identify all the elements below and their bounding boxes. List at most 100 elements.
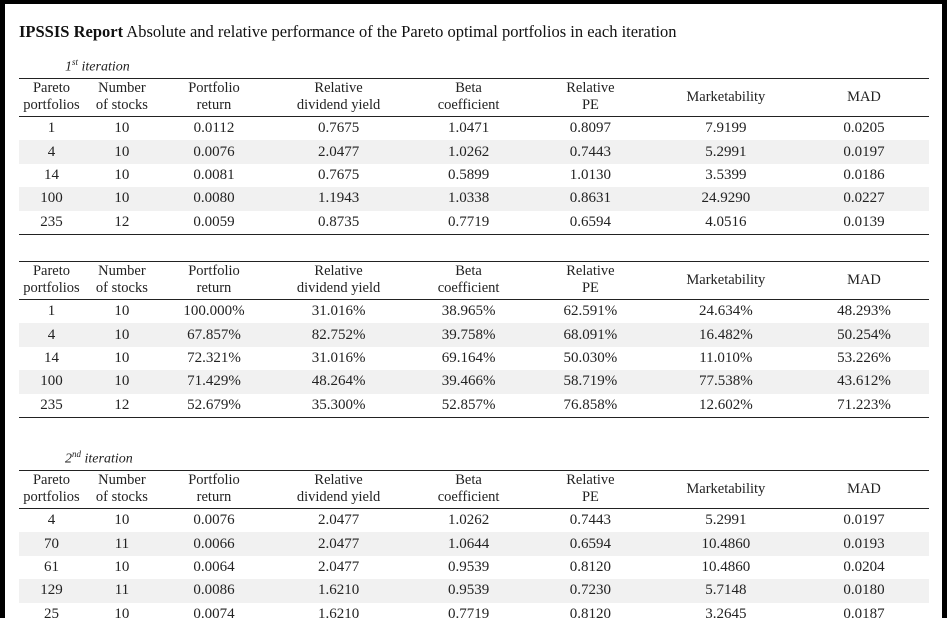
table-cell: 82.752% [268, 323, 409, 347]
column-header: MAD [847, 271, 881, 288]
report-page: IPSSIS Report Absolute and relative perf… [5, 4, 942, 618]
column-header: Relative dividend yield [296, 263, 381, 296]
table-cell: 0.0076 [159, 140, 269, 164]
table-cell: 0.9539 [447, 558, 490, 575]
iteration-2-table: Pareto portfolios Number of stocks Portfolio… [19, 470, 929, 618]
table-cell: 10 [84, 323, 160, 347]
column-header: Pareto portfolios [23, 472, 80, 505]
table-row: 4 10 67.857% 82.752% 39.758% 68.091% 16.482% 50… [19, 323, 929, 347]
table-cell: 0.0064 [193, 558, 235, 575]
table-cell: 4.0516 [705, 213, 747, 230]
column-header: Beta coefficient [437, 80, 500, 113]
table-cell: 2.0477 [268, 140, 409, 164]
column-header: Number of stocks [95, 263, 148, 296]
report-title: IPSSIS Report Absolute and relative perf… [19, 22, 677, 42]
table-cell: 52.679% [187, 396, 241, 413]
table-cell: 12 [114, 213, 130, 230]
table-cell: 10.4860 [701, 558, 751, 575]
table-cell: 31.016% [311, 303, 366, 320]
table-cell: 0.0197 [798, 140, 929, 164]
table-cell: 0.0086 [159, 579, 269, 603]
table-cell: 0.0204 [843, 558, 885, 575]
table-cell: 0.7719 [447, 213, 490, 230]
table-cell: 0.8097 [569, 120, 612, 137]
iteration-2-label: 2nd iteration [65, 449, 133, 467]
table-cell: 69.164% [441, 349, 496, 366]
table-cell: 0.0197 [843, 512, 885, 529]
table-cell: 11 [84, 579, 160, 603]
report-title-bold: IPSSIS Report [19, 22, 124, 41]
table-cell: 100 [19, 187, 84, 211]
table-cell: 0.6594 [569, 213, 612, 230]
column-header: Marketability [686, 271, 766, 288]
table-cell: 43.612% [798, 370, 929, 394]
table-cell: 129 [19, 579, 84, 603]
table-cell: 1 [47, 120, 56, 137]
table-cell: 5.7148 [652, 579, 799, 603]
table-row: 100 10 71.429% 48.264% 39.466% 58.719% 77.538%… [19, 370, 929, 394]
table-cell: 0.8120 [569, 605, 612, 618]
column-header: Marketability [686, 88, 766, 105]
table-cell: 0.0180 [798, 579, 929, 603]
column-header: Relative PE [566, 263, 615, 296]
table-cell: 35.300% [311, 396, 366, 413]
table-cell: 0.0205 [843, 120, 885, 137]
table-cell: 0.0193 [798, 532, 929, 556]
table-row: 14 10 0.0081 0.7675 0.5899 1.0130 3.5399 0.0186 [19, 164, 929, 187]
table-row: 4 10 0.0076 2.0477 1.0262 0.7443 5.2991 0.0197 [19, 140, 929, 164]
table-cell: 0.8735 [317, 213, 360, 230]
table-cell: 0.7230 [528, 579, 653, 603]
table-cell: 10 [84, 140, 160, 164]
table-cell: 3.2645 [705, 605, 747, 618]
table-cell: 1.0262 [408, 140, 529, 164]
table-cell: 100 [19, 370, 84, 394]
table-cell: 16.482% [652, 323, 799, 347]
table-cell: 0.8120 [569, 558, 612, 575]
table-row: 61 10 0.0064 2.0477 0.9539 0.8120 10.4860 0.020… [19, 556, 929, 579]
table-cell: 0.0081 [193, 166, 235, 183]
table-cell: 48.293% [837, 303, 891, 320]
table-cell: 77.538% [652, 370, 799, 394]
table-cell: 53.226% [837, 349, 891, 366]
table-cell: 0.0227 [798, 187, 929, 211]
table-cell: 0.9539 [408, 579, 529, 603]
table-cell: 7.9199 [705, 120, 747, 137]
table-cell: 0.7443 [569, 512, 612, 529]
table-cell: 235 [40, 396, 63, 413]
column-header: Relative dividend yield [296, 472, 381, 505]
table-cell: 38.965% [441, 303, 496, 320]
table-cell: 12 [114, 396, 130, 413]
table-row: 14 10 72.321% 31.016% 69.164% 50.030% 11.010% 5… [19, 347, 929, 370]
iteration-1-label: 1st iteration [65, 57, 130, 75]
table-cell: 14 [44, 349, 59, 366]
table-cell: 50.030% [563, 349, 618, 366]
table-cell: 2.0477 [317, 512, 360, 529]
table-row: 1 10 0.0112 0.7675 1.0471 0.8097 7.9199 0.0205 [19, 117, 929, 141]
table-cell: 10 [114, 558, 130, 575]
header-row: Pareto portfolios Number of stocks Portfolio… [19, 261, 929, 300]
table-cell: 5.2991 [705, 512, 747, 529]
table-cell: 0.5899 [447, 166, 490, 183]
column-header: Pareto portfolios [23, 80, 80, 113]
table-cell: 0.6594 [528, 532, 653, 556]
table-cell: 24.634% [698, 303, 753, 320]
table-cell: 67.857% [159, 323, 269, 347]
table-cell: 0.7675 [317, 120, 360, 137]
table-cell: 39.758% [408, 323, 529, 347]
iteration-1-table: Pareto portfolios Number of stocks Portfolio… [19, 78, 929, 235]
table-cell: 2.0477 [317, 558, 360, 575]
table-cell: 235 [40, 213, 63, 230]
table-cell: 0.0139 [843, 213, 885, 230]
table-cell: 0.0187 [843, 605, 885, 618]
table-cell: 24.9290 [652, 187, 799, 211]
table-cell: 2.0477 [268, 532, 409, 556]
table-cell: 71.223% [837, 396, 891, 413]
table-cell: 1.0262 [447, 512, 490, 529]
column-header: Portfolio return [188, 472, 240, 505]
column-header: MAD [847, 480, 881, 497]
table-cell: 72.321% [187, 349, 241, 366]
column-header: Number of stocks [95, 472, 148, 505]
table-cell: 10 [84, 187, 160, 211]
table-cell: 0.0059 [193, 213, 235, 230]
column-header: Portfolio return [188, 80, 240, 113]
